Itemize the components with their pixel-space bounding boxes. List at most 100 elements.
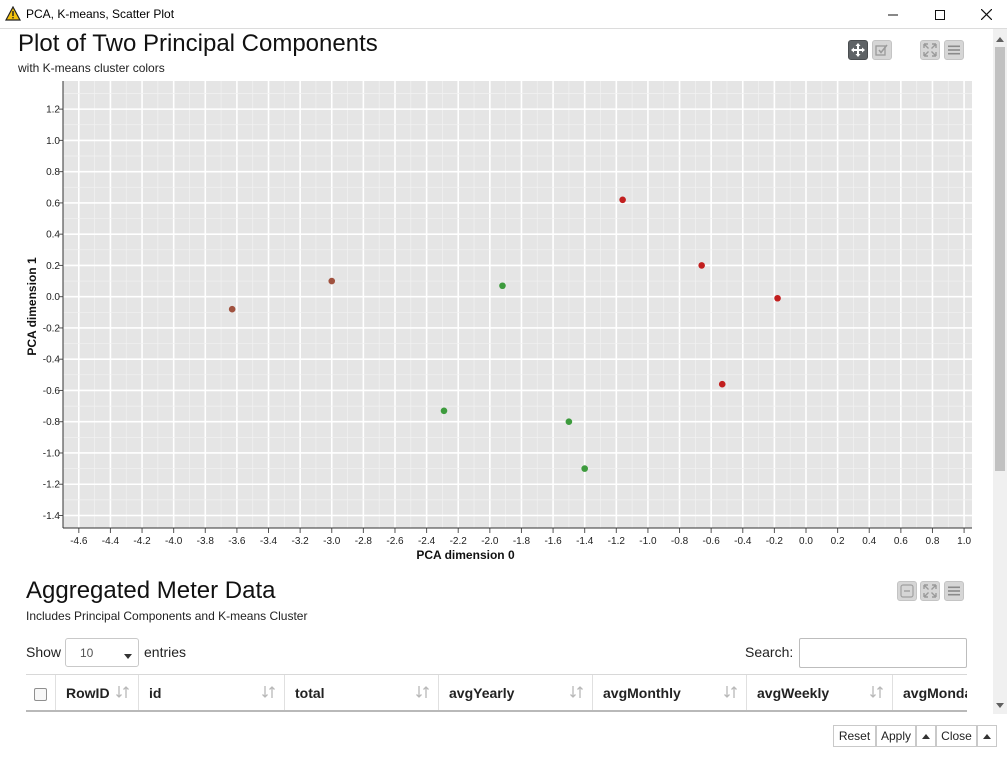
vertical-scrollbar[interactable] xyxy=(993,29,1007,714)
collapse-button[interactable] xyxy=(897,581,917,601)
pan-button[interactable] xyxy=(848,40,868,60)
close-options-button[interactable] xyxy=(977,725,997,747)
table-title: Aggregated Meter Data xyxy=(26,577,276,604)
x-tick-label: -2.0 xyxy=(481,536,499,547)
data-point[interactable] xyxy=(619,196,626,204)
scatter-plot[interactable]: -4.6 -4.4 -4.2 -4.0 -3.8 -3.6 -3.4 -3.2 -3.0 -2.8… xyxy=(0,0,993,570)
column-label: avgWeekly xyxy=(757,685,830,701)
data-point[interactable] xyxy=(774,294,781,302)
plot-menu-button[interactable] xyxy=(944,40,964,60)
data-point[interactable] xyxy=(499,282,506,290)
column-label: avgMonthly xyxy=(603,685,681,701)
y-axis-label: PCA dimension 1 xyxy=(25,257,39,356)
select-icon xyxy=(875,44,888,56)
search-label: Search: xyxy=(745,644,794,660)
y-tick-label: -1.0 xyxy=(43,448,61,459)
scroll-down-icon[interactable] xyxy=(993,698,1007,712)
grid-lines xyxy=(63,81,972,528)
column-label: avgMonda xyxy=(903,685,967,701)
column-header-avgyearly[interactable]: avgYearly xyxy=(439,675,593,710)
caret-up-icon xyxy=(922,733,930,739)
entries-select[interactable]: 10 xyxy=(65,638,139,667)
x-tick-label: 0.8 xyxy=(926,536,940,547)
x-tick-label: -0.6 xyxy=(703,536,721,547)
x-tick-label: -2.8 xyxy=(355,536,373,547)
x-tick-label: -1.0 xyxy=(639,536,657,547)
x-tick-label: -4.2 xyxy=(133,536,151,547)
entries-select-value: 10 xyxy=(80,646,94,660)
column-label: id xyxy=(149,685,162,701)
column-label: avgYearly xyxy=(449,685,515,701)
data-point[interactable] xyxy=(440,407,448,415)
x-tick-label: -3.4 xyxy=(260,536,278,547)
apply-button[interactable]: Apply xyxy=(876,725,916,747)
column-header-rowid[interactable]: RowID xyxy=(56,675,139,710)
maximize-button[interactable] xyxy=(917,0,963,29)
table-fullscreen-button[interactable] xyxy=(920,581,940,601)
x-tick-label: -0.2 xyxy=(766,536,784,547)
x-tick-label: 1.0 xyxy=(957,536,971,547)
sort-icon xyxy=(724,685,738,702)
menu-icon xyxy=(948,45,960,55)
minimize-button[interactable] xyxy=(870,0,916,29)
x-tick-label: -3.8 xyxy=(197,536,215,547)
chevron-down-icon xyxy=(124,649,132,663)
y-tick-label: 0.2 xyxy=(46,261,60,272)
data-point[interactable] xyxy=(328,277,336,285)
scroll-up-icon[interactable] xyxy=(993,32,1007,46)
close-button[interactable]: Close xyxy=(936,725,977,747)
x-tick-label: -2.2 xyxy=(450,536,468,547)
column-header-avgmonthly[interactable]: avgMonthly xyxy=(593,675,747,710)
caret-up-icon xyxy=(983,733,991,739)
y-tick-label: 0.8 xyxy=(46,167,60,178)
x-tick-label: -1.4 xyxy=(576,536,594,547)
data-point[interactable] xyxy=(698,262,705,269)
x-tick-label: -2.4 xyxy=(418,536,436,547)
pan-icon xyxy=(851,43,865,57)
column-header-avgweekly[interactable]: avgWeekly xyxy=(747,675,893,710)
x-tick-label: -1.2 xyxy=(608,536,626,547)
data-point[interactable] xyxy=(228,305,236,313)
y-tick-label: 1.2 xyxy=(46,105,60,116)
table-menu-button[interactable] xyxy=(944,581,964,601)
data-point[interactable] xyxy=(581,465,588,472)
column-label: RowID xyxy=(66,685,110,701)
y-tick-label: -0.6 xyxy=(43,386,61,397)
close-icon xyxy=(980,9,992,20)
y-tick-label: 0.0 xyxy=(46,292,60,303)
data-point[interactable] xyxy=(718,380,726,388)
window-title-bar: PCA, K-means, Scatter Plot xyxy=(0,0,1007,29)
column-header-total[interactable]: total xyxy=(285,675,439,710)
y-tick-label: -0.4 xyxy=(43,355,61,366)
fullscreen-button[interactable] xyxy=(920,40,940,60)
close-window-button[interactable] xyxy=(963,0,1007,29)
data-point[interactable] xyxy=(565,418,573,426)
data-points xyxy=(228,196,781,472)
x-tick-label: -1.6 xyxy=(544,536,562,547)
reset-button[interactable]: Reset xyxy=(833,725,876,747)
x-tick-label: 0.6 xyxy=(894,536,908,547)
sort-icon xyxy=(116,685,130,702)
search-input[interactable] xyxy=(799,638,967,668)
y-tick-label: -0.8 xyxy=(43,417,61,428)
fullscreen-icon xyxy=(923,43,937,57)
sort-icon xyxy=(570,685,584,702)
warning-icon xyxy=(4,5,22,26)
window-title: PCA, K-means, Scatter Plot xyxy=(26,7,175,21)
column-header-avgmonday[interactable]: avgMonda xyxy=(893,675,967,710)
y-tick-label: -1.2 xyxy=(43,480,61,491)
y-tick-label: -0.2 xyxy=(43,323,61,334)
scrollbar-thumb[interactable] xyxy=(995,47,1005,471)
x-tick-label: 0.4 xyxy=(862,536,876,547)
column-header-id[interactable]: id xyxy=(139,675,285,710)
y-tick-label: 1.0 xyxy=(46,136,60,147)
x-tick-label: -3.0 xyxy=(323,536,341,547)
x-tick-label: -3.2 xyxy=(292,536,310,547)
minimize-icon xyxy=(888,14,898,15)
y-tick-label: 0.4 xyxy=(46,230,60,241)
apply-options-button[interactable] xyxy=(916,725,936,747)
select-all-checkbox[interactable] xyxy=(34,688,47,701)
axes: -4.6 -4.4 -4.2 -4.0 -3.8 -3.6 -3.4 -3.2 -3.0 -2.8… xyxy=(43,81,972,547)
select-button[interactable] xyxy=(872,40,892,60)
maximize-icon xyxy=(935,9,945,20)
